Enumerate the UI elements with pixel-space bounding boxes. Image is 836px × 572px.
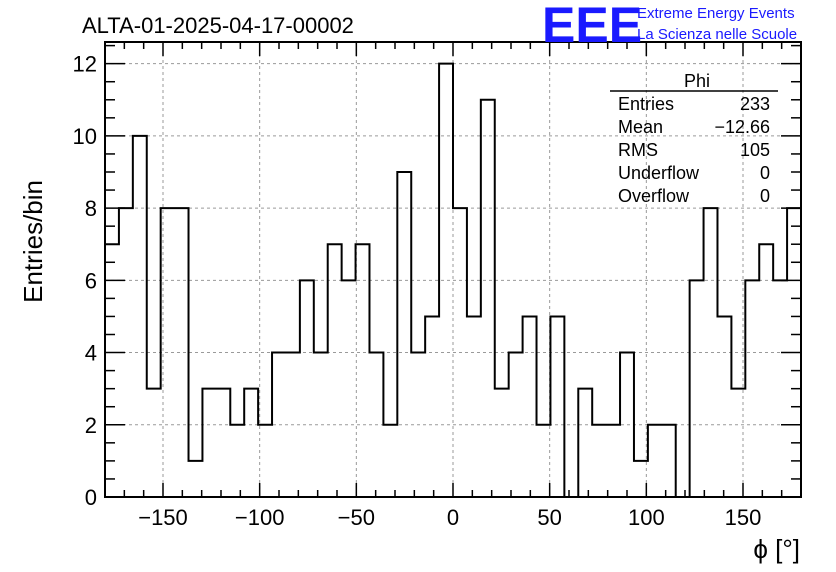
stats-rows: Entries 233 Mean −12.66 RMS 105 Underflow 0 Over…	[618, 94, 770, 206]
x-tick-label: −50	[338, 505, 375, 530]
y-tick-label: 8	[85, 196, 97, 221]
histogram-outline	[104, 62, 802, 498]
x-tick-label: 50	[537, 505, 561, 530]
x-tick-label: 100	[628, 505, 665, 530]
x-tick-label: −100	[235, 505, 285, 530]
stats-value: 0	[760, 186, 770, 206]
y-tick-label: 4	[85, 341, 97, 366]
logo-mark: EEE	[542, 0, 642, 53]
y-tick-label: 2	[85, 413, 97, 438]
eee-logo: EEE Extreme Energy Events La Scienza nel…	[542, 0, 797, 53]
stats-title: Phi	[684, 71, 710, 91]
x-axis-title: ϕ [°]	[753, 534, 800, 564]
stats-value: 233	[740, 94, 770, 114]
logo-line-2: La Scienza nelle Scuole	[637, 26, 797, 43]
y-tick-label: 6	[85, 268, 97, 293]
stats-value: 105	[740, 140, 770, 160]
y-tick-labels: 0 2 4 6 8 10 12	[73, 52, 97, 510]
stats-label: RMS	[618, 140, 658, 160]
stats-value: −12.66	[714, 117, 770, 137]
chart-title: ALTA-01-2025-04-17-00002	[82, 13, 354, 38]
stats-label: Overflow	[618, 186, 690, 206]
logo-line-1: Extreme Energy Events	[637, 5, 795, 22]
axis-ticks	[105, 42, 801, 497]
stats-label: Underflow	[618, 163, 700, 183]
y-tick-label: 12	[73, 52, 97, 77]
stats-value: 0	[760, 163, 770, 183]
x-tick-label: −150	[138, 505, 188, 530]
y-axis-title: Entries/bin	[18, 180, 48, 303]
x-tick-labels: −150 −100 −50 0 50 100 150	[138, 505, 761, 530]
stats-box: Phi Entries 233 Mean −12.66 RMS 105 Underflow 0…	[610, 71, 778, 206]
stats-label: Entries	[618, 94, 674, 114]
y-tick-label: 0	[85, 485, 97, 510]
y-tick-label: 10	[73, 124, 97, 149]
stats-label: Mean	[618, 117, 663, 137]
x-tick-label: 0	[447, 505, 459, 530]
x-tick-label: 150	[725, 505, 762, 530]
